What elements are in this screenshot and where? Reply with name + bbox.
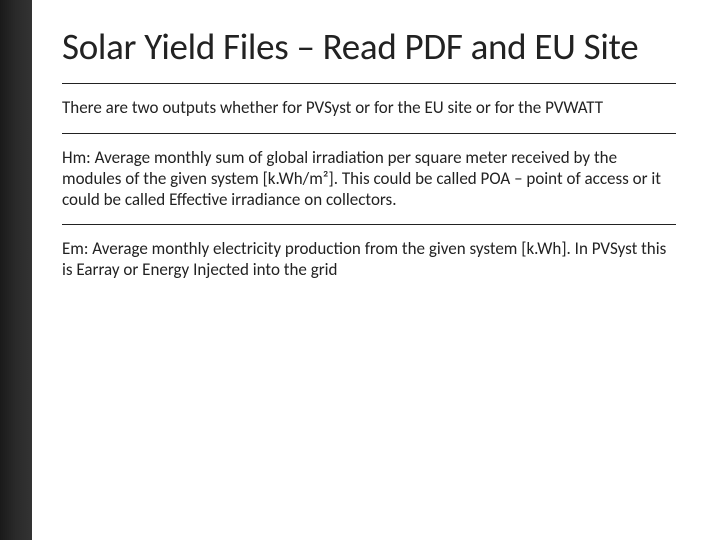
divider (62, 83, 676, 84)
divider (62, 224, 676, 225)
slide-content: Solar Yield Files – Read PDF and EU Site… (32, 0, 720, 540)
body-paragraph: Hm: Average monthly sum of global irradi… (62, 148, 676, 210)
body-paragraph: Em: Average monthly electricity producti… (62, 239, 676, 280)
body-paragraph: There are two outputs whether for PVSyst… (62, 98, 676, 119)
slide-title: Solar Yield Files – Read PDF and EU Site (62, 26, 676, 67)
sidebar-accent (0, 0, 32, 540)
divider (62, 133, 676, 134)
